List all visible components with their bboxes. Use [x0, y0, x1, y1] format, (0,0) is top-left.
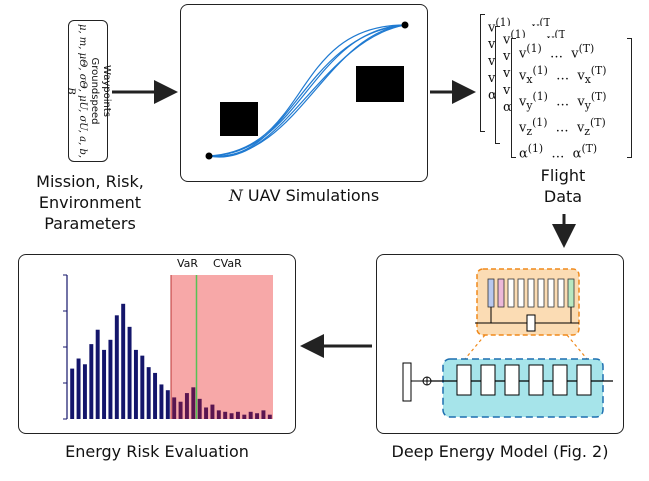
histogram-bar: [229, 413, 234, 419]
histogram-bar: [204, 407, 209, 419]
histogram-bar: [165, 390, 170, 419]
histogram-bar: [108, 339, 113, 419]
histogram-bar: [127, 326, 132, 419]
start-point: [205, 152, 213, 160]
histogram-bar: [89, 344, 94, 419]
histogram-bar: [153, 372, 158, 419]
histogram-bar: [210, 404, 215, 419]
zoom-connector-right: [566, 334, 588, 360]
histogram-bar: [184, 393, 189, 419]
flight-data-label-1: Flight: [540, 166, 586, 185]
trajectory-3: [208, 24, 406, 158]
deep-model-drawing: [402, 268, 613, 418]
trajectory-5: [208, 24, 406, 157]
histogram-bar: [197, 398, 202, 419]
matrix-row-vy: vy(1) … vy(T): [519, 90, 607, 113]
trajectory-4: [208, 24, 406, 157]
histogram-bar: [248, 411, 253, 419]
histogram-bar: [133, 349, 138, 419]
simulation-drawing: [205, 21, 409, 160]
energy-eval-box: VaR CVaR: [18, 254, 296, 434]
matrix-row-vx: vx(1) … vx(T): [519, 64, 607, 87]
energy-eval-label: Energy Risk Evaluation: [65, 442, 249, 461]
parameters-box: Waypoints Groundspeed μ, m, μΘ, σΘ, μU, …: [65, 20, 112, 162]
histogram-bar: [216, 410, 221, 419]
matrix-row-v: v(1) … v(T): [519, 42, 595, 62]
histogram-bar: [242, 414, 247, 419]
mission-label-3: Parameters: [44, 214, 136, 233]
y-ticks: [63, 274, 67, 420]
flight-matrix: v(1) … v(T) vx(1) … vx(T) vy(1) … vy(T) …: [511, 38, 632, 161]
histogram-bar: [191, 387, 196, 419]
mission-label-1: Mission, Risk,: [36, 172, 144, 191]
histogram-bar: [223, 411, 228, 419]
output-block: [402, 362, 412, 402]
simulations-label: N UAV Simulations: [228, 186, 380, 205]
energy-histogram: [63, 274, 273, 420]
histogram-bar: [261, 410, 266, 419]
mlp-blocks: [456, 364, 592, 396]
var-label: VaR: [177, 257, 199, 270]
param-symbols: μ, m, μΘ, σΘ, μU, σU, a, b, B: [65, 23, 88, 159]
histogram-bar: [121, 303, 126, 419]
histogram-bar: [172, 397, 177, 419]
histogram-bar: [82, 364, 87, 419]
param-waypoints: Waypoints: [101, 64, 112, 117]
histogram-bar: [178, 401, 183, 419]
histogram-bar: [102, 349, 107, 419]
zoom-connector-left: [464, 334, 486, 360]
histogram-bar: [95, 329, 100, 419]
histogram-bar: [267, 414, 272, 419]
obstacle-right: [356, 66, 404, 102]
histogram-bar: [146, 367, 151, 419]
param-groundspeed: Groundspeed: [89, 57, 100, 125]
histogram-bar: [114, 315, 119, 419]
obstacle-left: [220, 102, 258, 136]
deep-model-box: [376, 254, 624, 434]
histogram-bar: [140, 355, 145, 419]
mission-label-2: Environment: [38, 193, 142, 212]
matrix-row-alpha: α(1) … α(T): [519, 142, 598, 162]
trajectories: [208, 24, 406, 158]
simulation-box: [180, 4, 428, 182]
deep-model-label: Deep Energy Model (Fig. 2): [391, 442, 609, 461]
parameters-text: Waypoints Groundspeed μ, m, μΘ, σΘ, μU, …: [64, 23, 112, 159]
trajectory-2: [208, 24, 406, 157]
zoom-block: [526, 314, 536, 332]
flight-data-label-2: Data: [543, 187, 583, 206]
matrix-row-vz: vz(1) … vz(T): [519, 116, 606, 139]
histogram-bar: [159, 384, 164, 419]
histogram-bar: [255, 413, 260, 419]
zoom-cells: [487, 278, 575, 308]
histogram-bar: [76, 358, 81, 419]
goal-point: [401, 21, 409, 29]
histogram-bar: [70, 368, 75, 419]
cvar-label: CVaR: [213, 257, 242, 270]
histogram-bar: [235, 411, 240, 419]
